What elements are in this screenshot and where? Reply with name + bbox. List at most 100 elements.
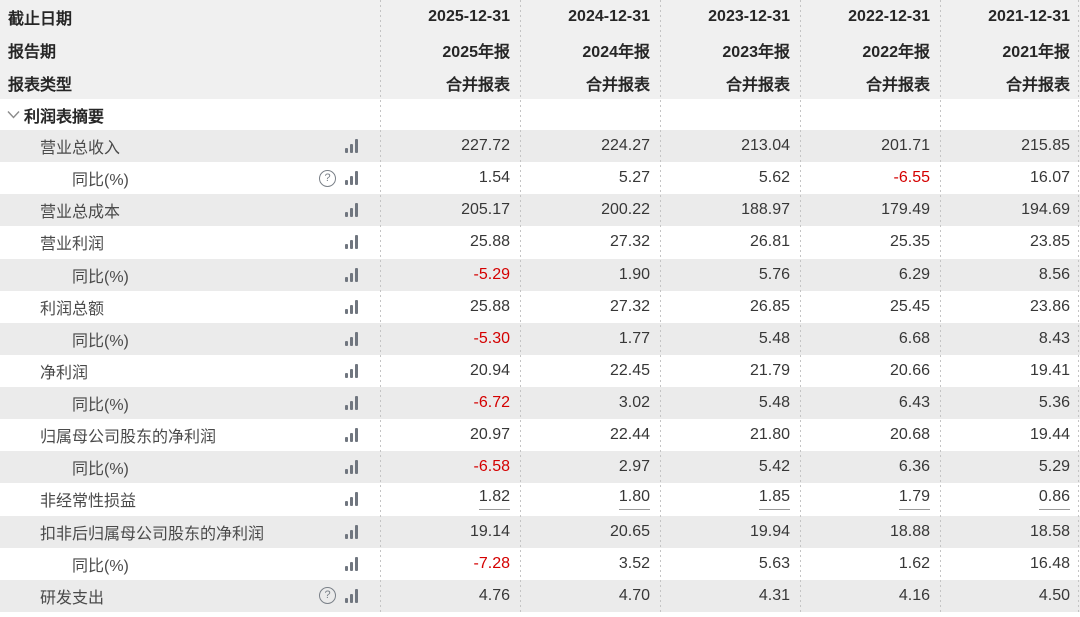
bar-chart-icon[interactable] bbox=[345, 171, 358, 186]
row-label-cell: 同比(%) bbox=[0, 323, 380, 355]
value-cell: 5.76 bbox=[758, 265, 790, 283]
value-cell: 6.36 bbox=[898, 458, 930, 476]
bar-chart-icon[interactable] bbox=[345, 139, 358, 154]
row-label: 归属母公司股东的净利润 bbox=[40, 429, 217, 447]
row-label: 营业总成本 bbox=[40, 204, 121, 222]
column-header: 2022年报 bbox=[862, 43, 930, 61]
row-icons bbox=[345, 396, 380, 411]
value-cell: 22.45 bbox=[609, 361, 650, 379]
bar-chart-icon[interactable] bbox=[345, 235, 358, 250]
value-cell: 194.69 bbox=[1021, 201, 1070, 219]
value-cell: 4.70 bbox=[618, 586, 650, 604]
value-cell: 2.97 bbox=[618, 458, 650, 476]
value-cell-tooltip[interactable]: 1.80 bbox=[520, 488, 660, 511]
value-cell: 5.36 bbox=[1038, 394, 1070, 412]
table-row: 利润总额 25.88 27.32 26.85 25.45 23.86 bbox=[0, 290, 1080, 323]
bar-chart-icon[interactable] bbox=[345, 460, 358, 475]
value-cell: 215.85 bbox=[1021, 137, 1070, 155]
value-cell: 20.65 bbox=[609, 522, 650, 540]
row-icons bbox=[345, 235, 380, 250]
value-cell: 20.94 bbox=[469, 361, 510, 379]
value-cell: 27.32 bbox=[609, 297, 650, 315]
bar-chart-icon[interactable] bbox=[345, 588, 358, 603]
row-label-cell: 归属母公司股东的净利润 bbox=[0, 419, 380, 451]
column-header: 2025-12-31 bbox=[428, 7, 510, 25]
value-cell-tooltip[interactable]: 1.79 bbox=[800, 488, 940, 511]
value-cell-tooltip[interactable]: 1.85 bbox=[660, 488, 800, 511]
row-label: 同比(%) bbox=[72, 557, 129, 575]
value-cell: 213.04 bbox=[741, 137, 790, 155]
bar-chart-icon[interactable] bbox=[345, 363, 358, 378]
row-label-cell: 同比(%) bbox=[0, 451, 380, 483]
table-row: 营业总收入 227.72 224.27 213.04 201.71 215.85 bbox=[0, 130, 1080, 163]
value-cell-tooltip[interactable]: 1.82 bbox=[380, 488, 520, 511]
row-label: 利润总额 bbox=[40, 300, 105, 318]
value-cell: 6.29 bbox=[898, 265, 930, 283]
bar-chart-icon[interactable] bbox=[345, 428, 358, 443]
value-cell: 3.52 bbox=[618, 554, 650, 572]
value-cell: 5.42 bbox=[758, 458, 790, 476]
value-cell: 18.88 bbox=[889, 522, 930, 540]
value-cell: 1.77 bbox=[618, 329, 650, 347]
value-cell: 227.72 bbox=[461, 137, 510, 155]
row-label-cell: 非经常性损益 bbox=[0, 483, 380, 515]
table-row: 同比(%) ? 1.54 5.27 5.62 -6.55 16.07 bbox=[0, 162, 1080, 195]
help-circle-icon[interactable]: ? bbox=[319, 587, 336, 605]
value-cell: 1.62 bbox=[898, 554, 930, 572]
bar-chart-icon[interactable] bbox=[345, 396, 358, 411]
header-line-report-period: 报告期 2025年报 2024年报 2023年报 2022年报 2021年报 bbox=[0, 33, 1080, 66]
table-row: 营业利润 25.88 27.32 26.81 25.35 23.85 bbox=[0, 226, 1080, 259]
bar-chart-icon[interactable] bbox=[345, 299, 358, 314]
column-header: 2023年报 bbox=[722, 43, 790, 61]
header-line-end-date: 截止日期 2025-12-31 2024-12-31 2023-12-31 2022-… bbox=[0, 0, 1080, 33]
value-cell: -6.58 bbox=[473, 458, 510, 476]
column-header: 合并报表 bbox=[445, 76, 510, 94]
row-label: 同比(%) bbox=[72, 172, 129, 190]
bar-chart-icon[interactable] bbox=[345, 524, 358, 539]
row-icons bbox=[345, 363, 380, 378]
row-label: 研发支出 bbox=[40, 589, 105, 607]
value-cell: 19.41 bbox=[1029, 361, 1070, 379]
value-cell: 4.31 bbox=[758, 586, 790, 604]
row-label: 同比(%) bbox=[72, 268, 129, 286]
value-cell: 4.76 bbox=[478, 586, 510, 604]
value-cell: 23.86 bbox=[1029, 297, 1070, 315]
value-cell: 16.07 bbox=[1029, 169, 1070, 187]
value-cell: 1.90 bbox=[618, 265, 650, 283]
row-label: 同比(%) bbox=[72, 397, 129, 415]
row-label: 同比(%) bbox=[72, 332, 129, 350]
table-row: 非经常性损益 1.82 1.80 1.85 1.79 0.86 bbox=[0, 483, 1080, 516]
row-label: 非经常性损益 bbox=[40, 493, 137, 511]
row-label: 营业利润 bbox=[40, 236, 105, 254]
row-icons bbox=[345, 556, 380, 571]
bar-chart-icon[interactable] bbox=[345, 492, 358, 507]
table-row: 净利润 20.94 22.45 21.79 20.66 19.41 bbox=[0, 354, 1080, 387]
value-cell-tooltip[interactable]: 0.86 bbox=[940, 488, 1080, 511]
table-row: 同比(%) -7.28 3.52 5.63 1.62 16.48 bbox=[0, 547, 1080, 580]
value-cell: 22.44 bbox=[609, 426, 650, 444]
header-row-label: 截止日期 bbox=[8, 10, 73, 28]
bar-chart-icon[interactable] bbox=[345, 556, 358, 571]
row-label-cell: 营业利润 bbox=[0, 226, 380, 258]
value-cell: 200.22 bbox=[601, 201, 650, 219]
bar-chart-icon[interactable] bbox=[345, 203, 358, 218]
column-header: 2021年报 bbox=[1002, 43, 1070, 61]
value-cell: 23.85 bbox=[1029, 233, 1070, 251]
bar-chart-icon[interactable] bbox=[345, 331, 358, 346]
value-cell: 188.97 bbox=[741, 201, 790, 219]
table-row: 扣非后归属母公司股东的净利润 19.14 20.65 19.94 18.88 18.58 bbox=[0, 515, 1080, 548]
value-cell: 25.88 bbox=[469, 297, 510, 315]
value-cell: 8.56 bbox=[1038, 265, 1070, 283]
row-icons bbox=[345, 524, 380, 539]
chevron-down-icon[interactable] bbox=[4, 110, 22, 119]
bar-chart-icon[interactable] bbox=[345, 267, 358, 282]
help-circle-icon[interactable]: ? bbox=[319, 169, 336, 187]
value-cell: 26.81 bbox=[749, 233, 790, 251]
value-cell: 179.49 bbox=[881, 201, 930, 219]
row-label: 同比(%) bbox=[72, 461, 129, 479]
column-header: 合并报表 bbox=[585, 76, 650, 94]
value-cell: -6.72 bbox=[473, 394, 510, 412]
value-cell: 18.58 bbox=[1029, 522, 1070, 540]
row-icons bbox=[345, 428, 380, 443]
section-header-income-statement[interactable]: 利润表摘要 bbox=[0, 99, 1080, 130]
